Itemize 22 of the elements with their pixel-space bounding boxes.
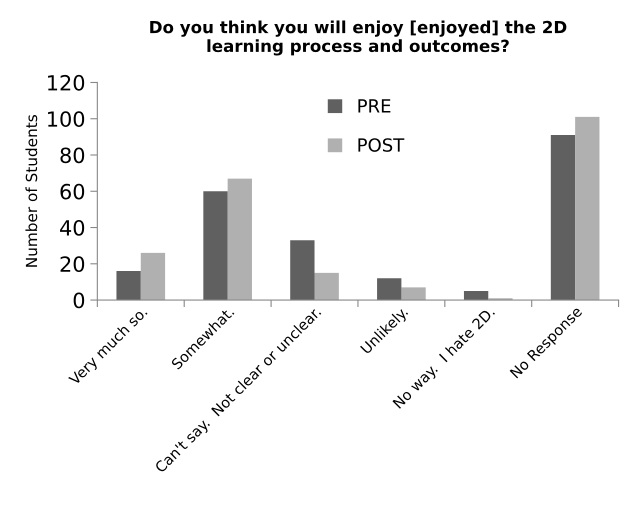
- bar: [314, 272, 339, 300]
- y-axis-title: Number of Students: [25, 115, 38, 267]
- bar: [290, 240, 315, 300]
- y-tick-label: 120: [48, 74, 84, 91]
- legend-label: POST: [358, 138, 404, 152]
- bar: [228, 178, 252, 300]
- bar: [464, 290, 488, 300]
- bar: [140, 252, 166, 300]
- y-tick-label: 40: [60, 220, 84, 236]
- y-tick-label: 20: [60, 256, 84, 272]
- bar: [401, 287, 426, 300]
- bar: [575, 116, 600, 300]
- y-tick-label: 80: [60, 147, 84, 164]
- bar: [116, 271, 141, 300]
- y-tick-label: 100: [48, 111, 84, 127]
- y-tick-label: 0: [74, 292, 84, 308]
- bar: [377, 278, 402, 300]
- y-tick-label: 60: [60, 184, 84, 200]
- chart-title: Do you think you will enjoy [enjoyed] the 2D learning process and outcomes?: [150, 20, 566, 56]
- legend-label: PRE: [358, 99, 390, 112]
- bar: [550, 135, 576, 300]
- bar: [203, 191, 228, 300]
